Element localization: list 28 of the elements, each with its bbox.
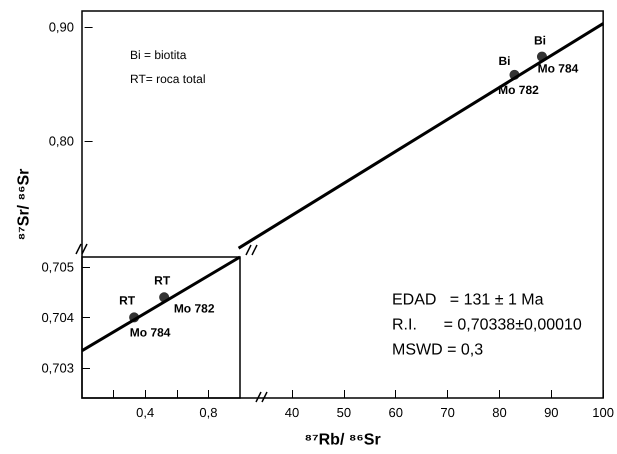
annotation: R.I. = 0,70338±0,00010 — [392, 316, 582, 334]
x-tick-label: 70 — [440, 405, 455, 420]
x-axis-title: ⁸⁷Rb/ ⁸⁶Sr — [304, 432, 381, 448]
annotation: Bi = biotita — [130, 48, 187, 62]
x-tick-label: 0,8 — [199, 405, 218, 420]
y-tick-label: 0,80 — [48, 133, 74, 148]
x-tick-label: 50 — [336, 405, 352, 420]
y-tick-label: 0,90 — [48, 19, 74, 34]
annotation: Bi — [498, 54, 510, 68]
x-tick-label: 80 — [492, 405, 507, 420]
x-tick-label: 100 — [592, 405, 614, 420]
annotation: EDAD = 131 ± 1 Ma — [392, 292, 544, 308]
annotation: Mo 782 — [174, 301, 215, 316]
annotation: Mo 784 — [538, 62, 579, 76]
annotation: RT — [154, 273, 171, 288]
annotation: MSWD = 0,3 — [392, 342, 484, 358]
y-tick-label: 0,703 — [41, 360, 74, 376]
annotation: Bi — [534, 34, 546, 48]
x-tick-label: 90 — [544, 405, 559, 420]
y-axis-title: ⁸⁷Sr/ ⁸⁶Sr — [16, 168, 32, 240]
y-tick-label: 0,704 — [41, 310, 74, 325]
x-tick-label: 0,4 — [136, 405, 154, 420]
y-tick-label: 0,705 — [41, 260, 74, 275]
x-tick-label: 40 — [284, 405, 300, 420]
annotation: Mo 784 — [130, 325, 171, 340]
annotation: RT — [119, 293, 136, 308]
annotation: RT= roca total — [130, 72, 206, 86]
x-tick-label: 60 — [388, 405, 403, 420]
